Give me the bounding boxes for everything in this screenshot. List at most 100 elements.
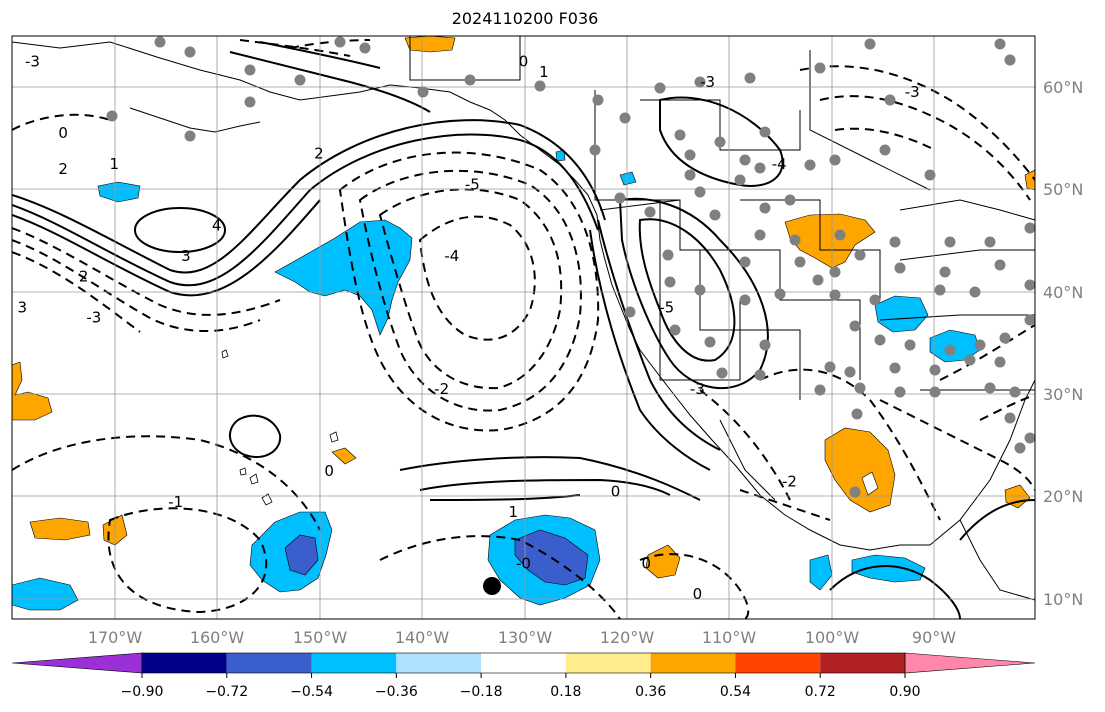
contour-label: 3 bbox=[181, 247, 191, 265]
station-dot bbox=[184, 46, 196, 58]
solid-contours bbox=[12, 41, 1035, 619]
colorbar-segment bbox=[142, 653, 227, 673]
station-dot bbox=[709, 209, 721, 221]
colorbar-tick-label: −0.18 bbox=[460, 684, 503, 700]
lon-label: 160°W bbox=[190, 628, 245, 647]
contour-label: 0 bbox=[324, 462, 334, 480]
station-dot bbox=[684, 169, 696, 181]
station-dot bbox=[1009, 386, 1021, 398]
colorbar-segment bbox=[565, 653, 651, 673]
colorbar-tick-label: 0.54 bbox=[720, 684, 751, 700]
station-dot bbox=[784, 194, 796, 206]
negative-shading bbox=[12, 149, 981, 611]
station-dot bbox=[694, 284, 706, 296]
station-dot bbox=[824, 361, 836, 373]
station-dot bbox=[929, 364, 941, 376]
station-dot bbox=[734, 174, 746, 186]
contour-label: 1 bbox=[110, 155, 120, 173]
station-dot bbox=[804, 159, 816, 171]
station-dot bbox=[1014, 442, 1026, 454]
grid-lines bbox=[12, 36, 1035, 619]
station-dot bbox=[812, 274, 824, 286]
station-dot bbox=[739, 294, 751, 306]
colorbar-segment bbox=[650, 653, 736, 673]
colorbar-tick-label: −0.72 bbox=[205, 684, 248, 700]
lon-label: 90°W bbox=[912, 628, 956, 647]
station-dot bbox=[744, 72, 756, 84]
station-dot bbox=[754, 162, 766, 174]
lat-label: 40°N bbox=[1043, 283, 1083, 302]
colorbar-segment bbox=[820, 653, 905, 673]
station-dot bbox=[704, 336, 716, 348]
station-dot bbox=[244, 64, 256, 76]
station-dot bbox=[984, 382, 996, 394]
contour-label: -3 bbox=[86, 309, 101, 327]
lon-label: 150°W bbox=[293, 628, 348, 647]
contour-label: 0 bbox=[58, 124, 68, 142]
colorbar-extend-max bbox=[904, 652, 1036, 674]
contour-label: 1 bbox=[508, 503, 518, 521]
station-dot bbox=[154, 36, 166, 48]
station-dot bbox=[894, 262, 906, 274]
contour-label: -1 bbox=[168, 493, 183, 511]
lon-label: 100°W bbox=[805, 628, 860, 647]
station-dot bbox=[814, 62, 826, 74]
station-dot bbox=[1024, 279, 1035, 291]
station-dot bbox=[674, 129, 686, 141]
station-dot bbox=[1004, 54, 1016, 66]
station-dot bbox=[944, 236, 956, 248]
lon-label: 120°W bbox=[600, 628, 655, 647]
lat-label: 20°N bbox=[1043, 487, 1083, 506]
lon-label: 140°W bbox=[395, 628, 450, 647]
station-dot bbox=[1004, 412, 1016, 424]
station-dot bbox=[662, 249, 674, 261]
longitude-axis: 170°W 160°W 150°W 140°W 130°W 120°W 110°… bbox=[88, 628, 956, 647]
colorbar-outline bbox=[141, 652, 906, 674]
colorbar-segment bbox=[226, 653, 312, 673]
contour-label: 0 bbox=[611, 483, 621, 501]
station-dot bbox=[994, 38, 1006, 50]
station-dot bbox=[944, 344, 956, 356]
station-dot bbox=[244, 96, 256, 108]
station-dot bbox=[417, 86, 429, 98]
colorbar-tick-label: −0.90 bbox=[121, 684, 164, 700]
contour-label: -3 bbox=[690, 380, 705, 398]
station-dot bbox=[904, 339, 916, 351]
contour-label: 2 bbox=[79, 268, 89, 286]
colorbar-tick-label: 0.18 bbox=[550, 684, 581, 700]
contour-label: -4 bbox=[772, 155, 787, 173]
station-dot bbox=[864, 38, 876, 50]
colorbar-segment bbox=[735, 653, 821, 673]
station-dot bbox=[974, 339, 986, 351]
colorbar-segment bbox=[311, 653, 397, 673]
lat-label: 30°N bbox=[1043, 385, 1083, 404]
station-dot bbox=[894, 386, 906, 398]
contour-label: 0 bbox=[519, 53, 529, 71]
station-dot bbox=[534, 80, 546, 92]
map-frame bbox=[11, 35, 1036, 620]
station-dot bbox=[654, 82, 666, 94]
station-dot bbox=[814, 384, 826, 396]
contour-label: 0 bbox=[693, 585, 703, 603]
contour-label: -5 bbox=[465, 175, 480, 193]
station-dot bbox=[759, 202, 771, 214]
station-dot bbox=[694, 76, 706, 88]
station-dot bbox=[794, 256, 806, 268]
station-dot bbox=[334, 36, 346, 48]
station-dot bbox=[984, 236, 996, 248]
station-dot bbox=[774, 288, 786, 300]
station-dot bbox=[464, 74, 476, 86]
islands bbox=[221, 349, 339, 506]
station-dot bbox=[754, 229, 766, 241]
station-dot bbox=[614, 192, 626, 204]
contour-label: -2 bbox=[782, 472, 797, 490]
station-dot bbox=[939, 266, 951, 278]
contour-label: 0 bbox=[641, 554, 651, 572]
station-dot bbox=[834, 229, 846, 241]
station-dot bbox=[592, 94, 604, 106]
station-dot bbox=[1024, 432, 1035, 444]
colorbar-segment bbox=[481, 653, 566, 673]
colorbar-ticks: −0.90 −0.72 −0.54 −0.36 −0.18 0.18 0.36 0.54 0.7… bbox=[121, 673, 921, 700]
lon-label: 170°W bbox=[88, 628, 143, 647]
